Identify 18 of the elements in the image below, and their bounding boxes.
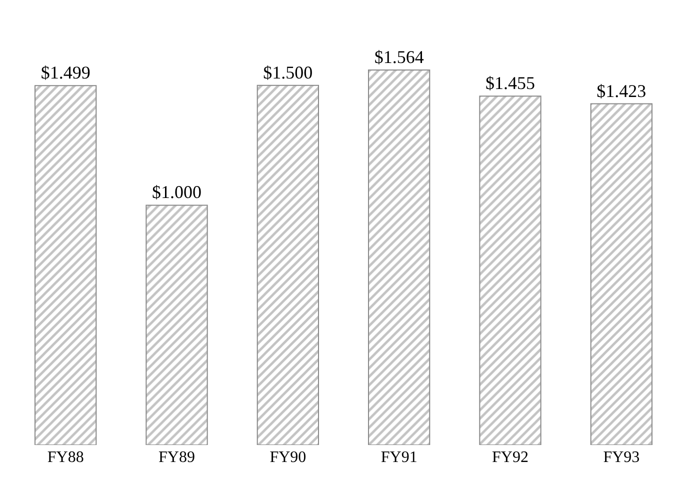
- x-tick-label: FY91: [380, 449, 418, 466]
- bar: [146, 204, 208, 445]
- x-tick-label: FY93: [603, 449, 640, 466]
- data-label: $1.455: [486, 73, 535, 94]
- data-label: $1.423: [596, 80, 646, 101]
- bar: [256, 84, 319, 445]
- x-tick-label: FY90: [270, 449, 306, 466]
- x-tick-label: FY92: [492, 449, 528, 466]
- bar: [479, 96, 542, 445]
- bar: [590, 103, 652, 445]
- x-tick-label: FY88: [47, 449, 84, 466]
- data-label: $1.499: [40, 62, 90, 83]
- bar: [34, 85, 97, 445]
- x-tick-label: FY89: [158, 449, 195, 466]
- bar: [368, 70, 430, 445]
- data-label: $1.000: [152, 182, 202, 202]
- data-label: $1.500: [263, 62, 313, 82]
- data-label: $1.564: [374, 47, 424, 67]
